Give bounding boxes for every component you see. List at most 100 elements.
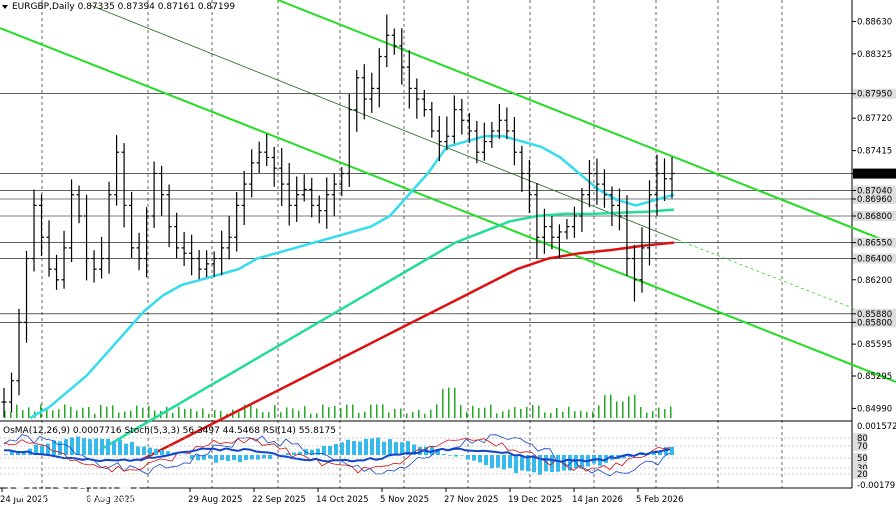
price-label-bg bbox=[853, 317, 896, 328]
oscillator-panel bbox=[3, 434, 674, 477]
osma-bar bbox=[58, 441, 62, 455]
price-bar bbox=[586, 160, 592, 208]
volume-bar bbox=[268, 412, 270, 418]
price-bar bbox=[84, 194, 90, 281]
osma-bar bbox=[250, 455, 254, 460]
volume-bar bbox=[352, 404, 354, 418]
volume-bar bbox=[406, 413, 408, 418]
volume-bar bbox=[250, 404, 252, 418]
price-bar bbox=[616, 188, 622, 231]
price-bar bbox=[556, 224, 562, 258]
price-bar bbox=[661, 158, 667, 201]
price-bar bbox=[526, 159, 532, 213]
ind-level-bg bbox=[853, 463, 867, 473]
price-bar bbox=[631, 244, 637, 302]
price-bar bbox=[541, 208, 547, 254]
osma-bar bbox=[568, 455, 572, 471]
volume-bar bbox=[184, 408, 186, 418]
osma-bar bbox=[484, 455, 488, 466]
osma-bar bbox=[358, 441, 362, 455]
price-label-bg bbox=[853, 308, 896, 319]
volume-bar bbox=[82, 407, 84, 418]
osma-bar bbox=[64, 439, 68, 455]
price-bar bbox=[1, 387, 7, 418]
dropdown-triangle-icon[interactable] bbox=[2, 5, 8, 9]
osma-bar bbox=[262, 455, 266, 459]
volume-bar bbox=[262, 412, 264, 418]
price-bar bbox=[391, 28, 397, 55]
volume-bar bbox=[46, 409, 48, 418]
brand-tagline: Instant Forex Trading bbox=[40, 494, 150, 506]
osma-bar bbox=[100, 438, 104, 455]
volume-bar bbox=[658, 407, 660, 418]
volume-bar bbox=[622, 401, 624, 418]
volume-bar bbox=[346, 404, 348, 418]
volume-bar bbox=[460, 405, 462, 418]
volume-bar bbox=[514, 407, 516, 418]
volume-bar bbox=[532, 404, 534, 418]
price-bar bbox=[106, 181, 112, 274]
price-bar bbox=[121, 143, 127, 228]
price-label-bg bbox=[853, 253, 896, 264]
osma-bar bbox=[652, 452, 656, 455]
volume-bar bbox=[220, 410, 222, 418]
price-bar bbox=[579, 187, 585, 232]
ind-label: 0.0015725 bbox=[857, 422, 896, 432]
volume-bar bbox=[94, 413, 96, 418]
volume-bar bbox=[328, 407, 330, 418]
volume-bar bbox=[502, 411, 504, 418]
volume-bar bbox=[592, 411, 594, 418]
time-axis[interactable]: 24 Jul 2025 6 Aug 2025 29 Aug 2025 22 Sep 2… bbox=[0, 488, 684, 505]
osma-bar bbox=[394, 442, 398, 455]
osma-bar bbox=[292, 452, 296, 455]
osma-bar bbox=[412, 444, 416, 455]
price-label-bg bbox=[853, 211, 896, 221]
ema-fast-line bbox=[29, 135, 675, 420]
volume-bar bbox=[526, 406, 528, 418]
osma-bar bbox=[76, 436, 80, 455]
volume-bar bbox=[70, 406, 72, 418]
price-bar bbox=[654, 154, 660, 216]
brand-name: instaforex bbox=[35, 475, 145, 500]
volume-bar bbox=[484, 407, 486, 418]
price-bar bbox=[264, 133, 270, 167]
main-plot-area[interactable] bbox=[0, 0, 852, 420]
volume-bar bbox=[76, 410, 78, 418]
volume-bar bbox=[64, 404, 66, 418]
price-bar bbox=[489, 121, 495, 148]
price-bar bbox=[69, 179, 75, 263]
osma-bar bbox=[442, 453, 446, 455]
price-bar bbox=[211, 251, 217, 277]
osma-bar bbox=[244, 455, 248, 461]
price-bar bbox=[241, 170, 247, 226]
osma-bar bbox=[268, 455, 272, 460]
osma-bar bbox=[364, 438, 368, 455]
price-bar bbox=[451, 95, 457, 144]
symbol-info: EURGBP,Daily 0.87335 0.87394 0.87161 0.8… bbox=[12, 2, 235, 12]
osma-bar bbox=[34, 444, 38, 455]
volume-bar bbox=[598, 405, 600, 418]
volume-bar bbox=[148, 405, 150, 418]
volume-bar bbox=[628, 396, 630, 418]
date-label: 27 Nov 2025 bbox=[444, 495, 498, 505]
osma-bar bbox=[166, 451, 170, 455]
volume-bar bbox=[496, 413, 498, 418]
osma-bar bbox=[556, 455, 560, 472]
volume-bar bbox=[364, 411, 366, 418]
date-label: 19 Dec 2025 bbox=[508, 495, 562, 505]
price-bar bbox=[301, 174, 307, 202]
price-bar bbox=[324, 177, 330, 229]
volume-bar bbox=[556, 407, 558, 418]
volume-bar bbox=[436, 404, 438, 418]
volume-bar bbox=[22, 410, 24, 418]
volume-bar bbox=[316, 413, 318, 418]
volume-bar bbox=[550, 412, 552, 418]
price-bar bbox=[534, 182, 540, 259]
volume-bar bbox=[286, 407, 288, 418]
volume-bar bbox=[604, 395, 606, 418]
price-bar bbox=[166, 184, 172, 248]
price-bar bbox=[316, 195, 322, 224]
price-axis[interactable]: 0.88630 0.88325 0.87950 0.87720 0.87415 0.871… bbox=[852, 17, 896, 414]
osma-bar bbox=[316, 448, 320, 455]
